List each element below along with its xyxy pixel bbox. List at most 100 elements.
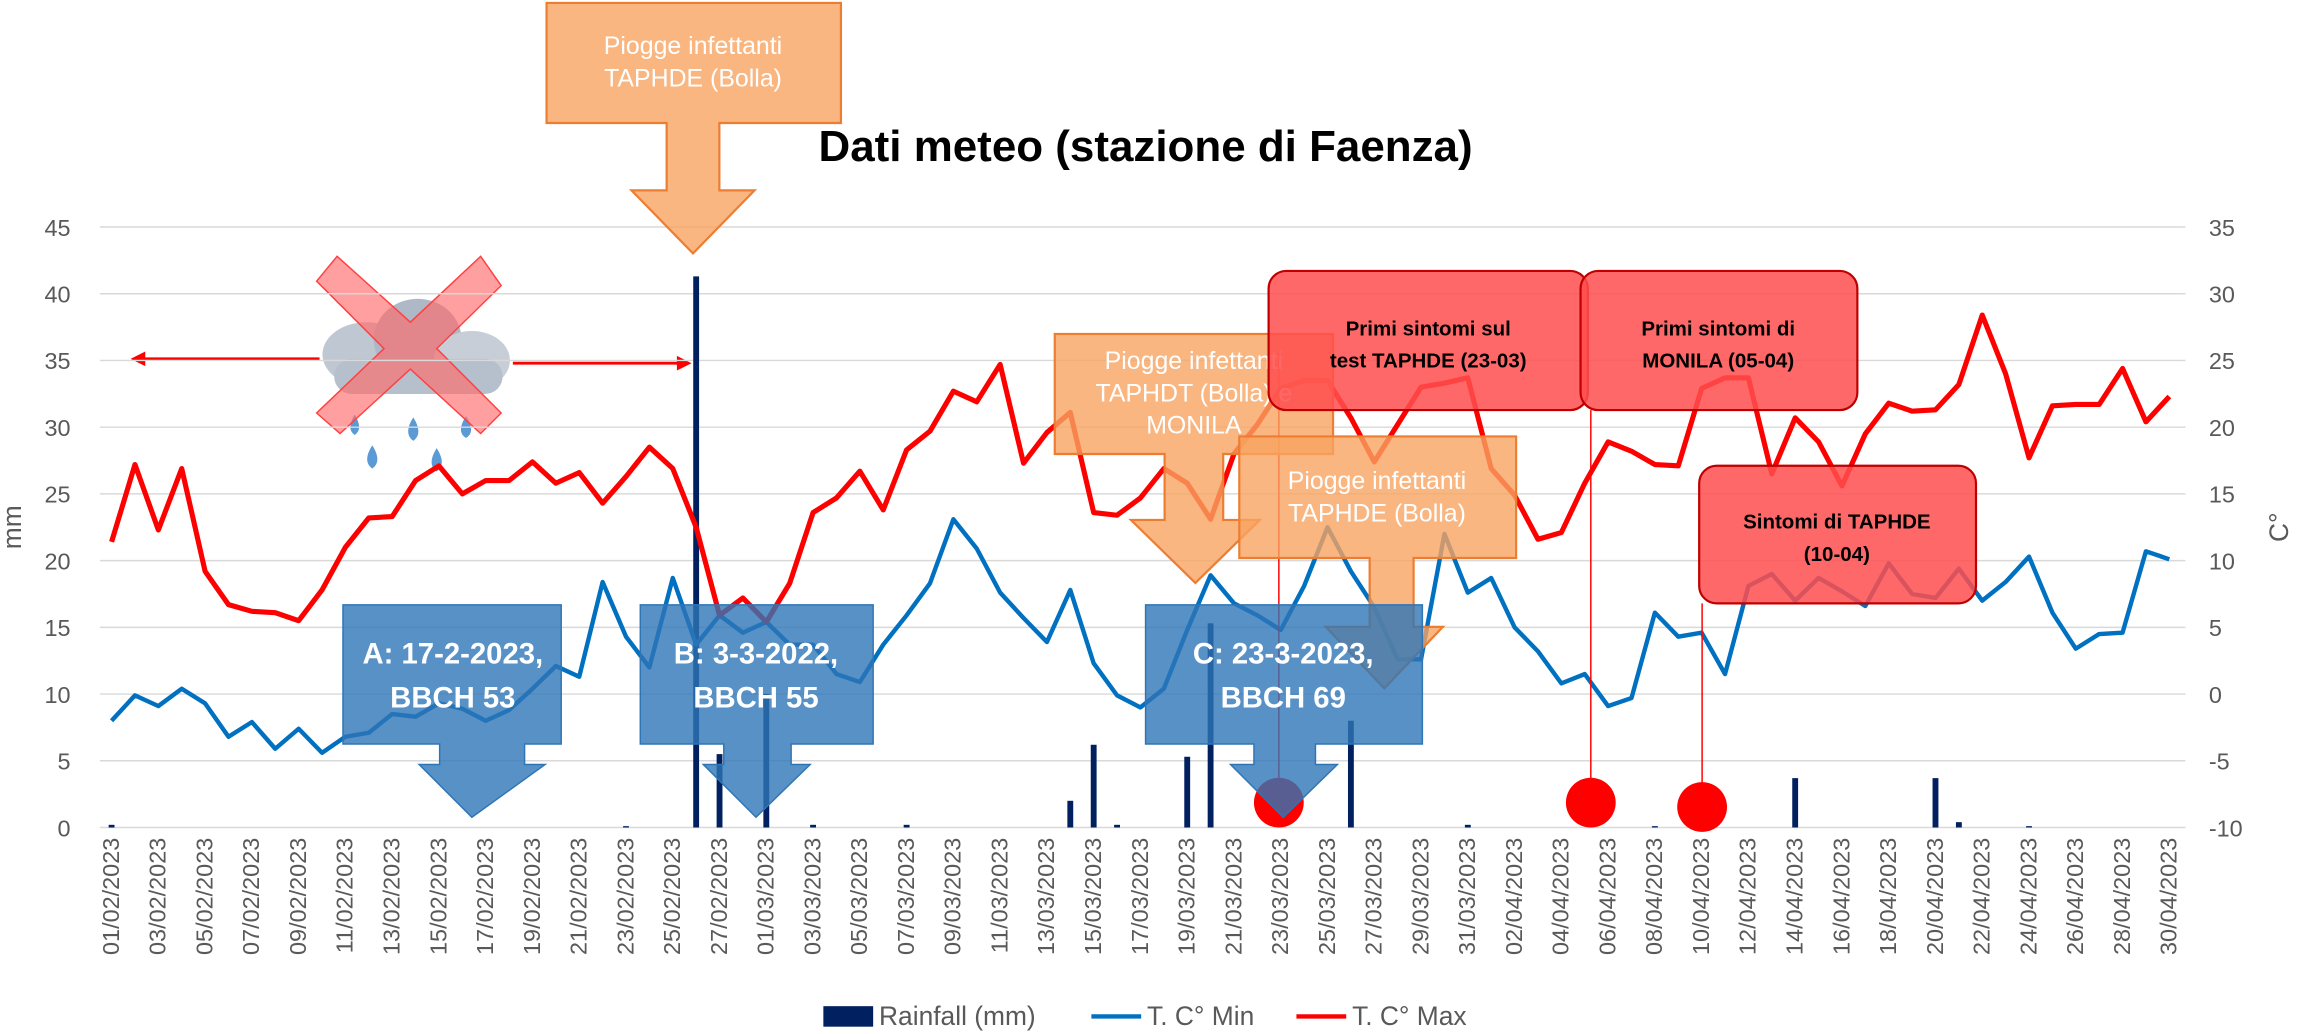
- rain-bar: [2026, 826, 2032, 828]
- y-tick-label: 45: [44, 215, 70, 241]
- chart-title: Dati meteo (stazione di Faenza): [819, 122, 1473, 171]
- x-tick-label: 24/04/2023: [2015, 838, 2041, 955]
- legend-swatch: [823, 1006, 874, 1027]
- annotation-text: Sintomi di TAPHDE: [1743, 511, 1931, 534]
- annotation-arrow: [1144, 604, 1424, 819]
- symptom-dot: [1565, 777, 1616, 828]
- x-tick-label: 09/03/2023: [940, 838, 966, 955]
- y-tick-label: 20: [44, 548, 70, 574]
- x-tick-label: 25/03/2023: [1314, 838, 1340, 955]
- x-tick-label: 16/04/2023: [1828, 838, 1854, 955]
- legend-label: T. C° Min: [1147, 1001, 1254, 1031]
- x-tick-label: 26/04/2023: [2062, 838, 2088, 955]
- x-tick-label: 29/03/2023: [1407, 838, 1433, 955]
- rain-bar: [1955, 822, 1962, 828]
- x-tick-label: 07/02/2023: [238, 838, 264, 955]
- annotation-text: TAPHDE (Bolla): [1288, 499, 1466, 527]
- y-tick-label: 5: [58, 749, 71, 775]
- x-tick-label: 01/02/2023: [98, 838, 124, 955]
- x-tick-label: 13/02/2023: [378, 838, 404, 955]
- legend-label: T. C° Max: [1352, 1001, 1467, 1031]
- annotation-text: (10-04): [1804, 543, 1870, 566]
- annotation: Piogge infettanti TAPHDE (Bolla): [1238, 435, 1518, 690]
- y-tick-label: 0: [58, 815, 71, 841]
- annotation-text: Primi sintomi di: [1641, 317, 1795, 340]
- annotation-text: B: 3-3-2022,: [674, 637, 838, 670]
- y2-tick-label: -5: [2209, 749, 2230, 775]
- y2-tick-label: 35: [2209, 215, 2235, 241]
- annotation: Sintomi di TAPHDE (10-04): [1698, 464, 1978, 605]
- rain-bar: [623, 826, 629, 828]
- y-tick-label: 15: [44, 615, 70, 641]
- x-tick-label: 28/04/2023: [2109, 838, 2135, 955]
- annotation-text: MONILA: [1146, 412, 1242, 440]
- plot: 0 5 10 15 20 25 30 35 40 45 -10 -5 0 5 10 15 20 25 30 35 01/…: [44, 215, 2242, 955]
- annotation-text: test TAPHDE (23-03): [1330, 350, 1527, 373]
- annotation-text: BBCH 53: [390, 681, 515, 714]
- x-tick-label: 14/04/2023: [1782, 838, 1808, 955]
- annotation-arrow: [1053, 332, 1335, 585]
- y2-tick-label: 25: [2209, 348, 2235, 374]
- x-tick-label: 27/02/2023: [706, 838, 732, 955]
- x-tick-label: 17/03/2023: [1127, 838, 1153, 955]
- y-tick-label: 10: [44, 682, 70, 708]
- x-tick-label: 17/02/2023: [472, 838, 498, 955]
- y-tick-label: 25: [44, 482, 70, 508]
- x-tick-label: 27/03/2023: [1361, 838, 1387, 955]
- annotation-arrow: [545, 1, 843, 255]
- x-tick-label: 08/04/2023: [1641, 838, 1667, 955]
- x-tick-label: 10/04/2023: [1688, 838, 1714, 955]
- rain-bar: [1347, 720, 1354, 828]
- annotation: C: 23-3-2023, BBCH 69: [1144, 604, 1424, 819]
- annotation-text: BBCH 69: [1221, 681, 1346, 714]
- rain-bar: [1090, 744, 1097, 828]
- rain-bar: [1932, 778, 1939, 828]
- x-tick-label: 05/03/2023: [846, 838, 872, 955]
- x-tick-label: 09/02/2023: [285, 838, 311, 955]
- annotation: Primi sintomi sul test TAPHDE (23-03): [1267, 269, 1589, 412]
- x-tick-label: 19/03/2023: [1174, 838, 1200, 955]
- x-tick-label: 30/04/2023: [2156, 838, 2182, 955]
- annotation-arrow: [639, 604, 874, 819]
- y2-tick-label: -10: [2209, 815, 2243, 841]
- annotation-text: A: 17-2-2023,: [362, 637, 543, 670]
- y2-tick-label: 30: [2209, 282, 2235, 308]
- annotation: B: 3-3-2022, BBCH 55: [639, 604, 874, 819]
- annotation: Primi sintomi di MONILA (05-04): [1579, 269, 1859, 412]
- annotation-box: [1698, 464, 1978, 605]
- y2-tick-label: 5: [2209, 615, 2222, 641]
- y-tick-label: 40: [44, 282, 70, 308]
- annotation-text: BBCH 55: [693, 681, 818, 714]
- x-tick-label: 23/03/2023: [1267, 838, 1293, 955]
- x-tick-label: 03/02/2023: [145, 838, 171, 955]
- x-tick-label: 15/03/2023: [1080, 838, 1106, 955]
- rain-bar: [1184, 756, 1191, 828]
- annotation-text: MONILA (05-04): [1642, 350, 1794, 373]
- annotation-arrow: [342, 604, 562, 819]
- annotation-text: TAPHDE (Bolla): [604, 64, 782, 92]
- annotation-text: Piogge infettanti: [1288, 467, 1466, 495]
- annotation-box: [1579, 269, 1859, 412]
- y2-tick-label: 15: [2209, 482, 2235, 508]
- annotation-text: Piogge infettanti: [604, 32, 782, 60]
- legend-label: Rainfall (mm): [879, 1001, 1036, 1031]
- rain-bar: [693, 276, 700, 828]
- x-tick-label: 22/04/2023: [1969, 838, 1995, 955]
- y2-tick-label: 10: [2209, 548, 2235, 574]
- rain-bar: [1114, 824, 1120, 828]
- x-tick-label: 11/03/2023: [986, 838, 1012, 954]
- x-tick-label: 20/04/2023: [1922, 838, 1948, 955]
- symptom-dot: [1677, 782, 1728, 832]
- annotation: Piogge infettanti TAPHDE (Bolla): [545, 1, 843, 255]
- x-tick-label: 07/03/2023: [893, 838, 919, 955]
- x-tick-label: 19/02/2023: [519, 838, 545, 955]
- x-tick-label: 21/02/2023: [566, 838, 592, 955]
- x-tick-label: 05/02/2023: [191, 838, 217, 955]
- y-tick-label: 35: [44, 348, 70, 374]
- x-tick-label: 25/02/2023: [659, 838, 685, 955]
- rain-bar: [903, 824, 910, 828]
- annotation-text: Primi sintomi sul: [1346, 317, 1511, 340]
- y2-axis-label: C°: [2264, 512, 2294, 542]
